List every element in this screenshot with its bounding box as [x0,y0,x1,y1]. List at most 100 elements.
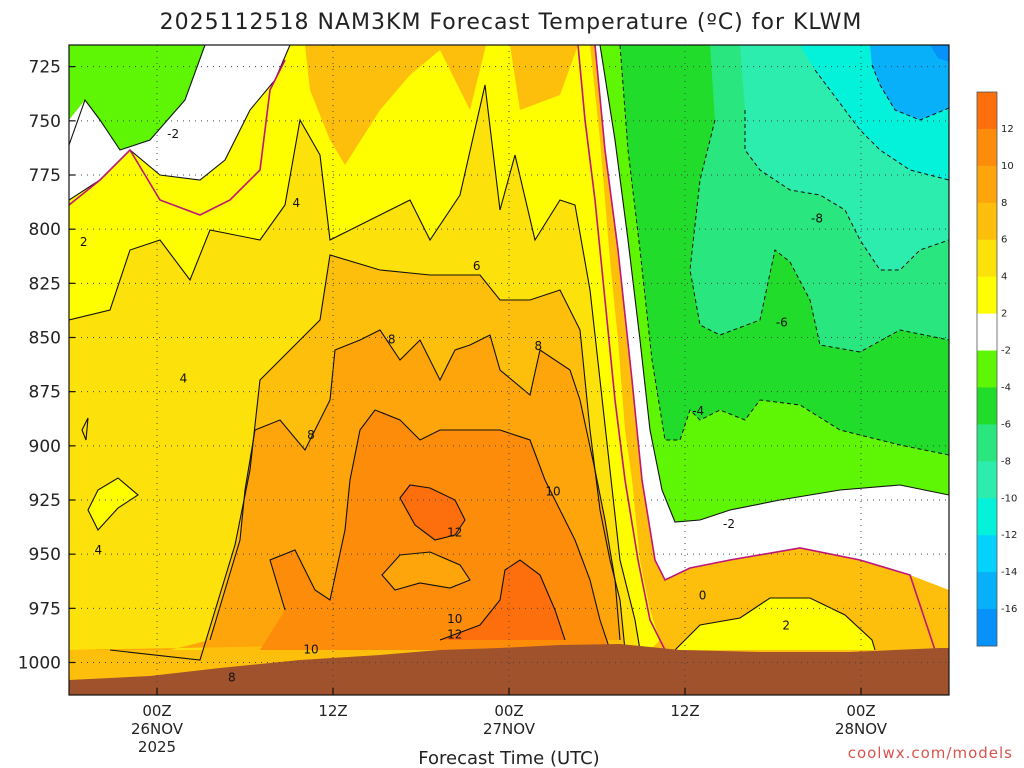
colorbar-label: -10 [1001,493,1017,504]
contour-small-loop [81,417,89,441]
contour-6 [109,254,626,661]
colorbar-label: -12 [1001,530,1017,541]
colorbar-swatch [977,128,997,167]
y-axis: 725 750 775 800 825 850 875 900 925 950 975 1000 [18,58,75,674]
contour-label: -2 [723,517,735,531]
contour-label: -4 [692,404,704,418]
y-tick-label: 825 [29,274,61,294]
contour-minus14 [871,64,949,121]
contour-minus2-left [69,45,206,151]
colorbar-label: -14 [1001,567,1017,578]
colorbar-swatch [977,424,997,462]
grid [69,45,949,695]
contour-label: 0 [699,588,707,602]
freezing-lines [69,45,936,651]
colorbar-swatch [977,313,997,352]
contour-minus10 [814,69,949,181]
contour-4-pocket [87,477,139,531]
y-tick-label: 775 [29,166,61,186]
colorbar-swatch [977,276,997,315]
colorbar-label: -2 [1001,346,1011,357]
y-tick-label: 975 [29,599,61,619]
contour-2-lower-right [674,597,876,651]
contour-0-upper [577,45,666,651]
x-axis-label: Forecast Time (UTC) [418,748,599,768]
colorbar-label: 2 [1001,309,1007,320]
contour-0-left [69,59,286,216]
contour-label: 4 [95,543,103,557]
contour-label: 8 [388,333,396,347]
contour-label: 8 [307,428,315,442]
field-band-10-pocket [382,552,470,590]
x-tick-label: 12Z [670,702,699,720]
contour-label: 10 [447,612,462,626]
field-band-minus2-2-left [69,45,290,200]
contour-label: 10 [545,484,560,498]
colorbar-label: 4 [1001,272,1007,283]
colorbar-swatch [977,92,997,130]
field-band-2-4-lower-right [675,598,875,650]
field-band-minus18-minus16 [930,45,949,62]
contour-minus6 [689,119,949,353]
colorbar-swatch [977,202,997,241]
colorbar-swatch [977,350,997,388]
x-tick-label: 26NOV [131,720,184,738]
watermark: coolwx.com/models [848,744,1013,762]
colorbar: 12 10 8 6 4 2 -2 -4 -6 -8 -10 -12 -14 -16 [976,91,1017,647]
field-band-12-14-lower [440,560,565,640]
colorbar-swatch [977,535,997,573]
y-tick-label: 925 [29,491,61,511]
temperature-field [69,45,949,695]
colorbar-label: -16 [1001,604,1017,615]
contour-label: 12 [447,526,462,540]
contour-label: -2 [167,127,179,141]
contour-label: 12 [447,627,462,641]
x-tick-label: 12Z [318,702,347,720]
contour-lines [69,45,949,661]
y-tick-label: 725 [29,58,61,78]
contour-label: -8 [811,211,823,225]
dashed-contours [619,45,949,456]
contour-0-lower [594,45,936,651]
colorbar-label: 12 [1001,124,1014,135]
contour-label: 4 [293,196,301,210]
contour-10 [269,409,611,651]
x-tick-label: 27NOV [483,720,536,738]
colorbar-label: -8 [1001,456,1011,467]
field-band-4-pocket [88,478,138,530]
colorbar-swatch [977,387,997,425]
contour-minus8 [744,110,949,271]
colorbar-swatch [977,498,997,536]
y-tick-label: 850 [29,329,61,349]
contour-label: 8 [228,671,236,685]
x-tick-label: 00Z [846,702,875,720]
contour-10-pocket [381,551,471,591]
colorbar-swatch [977,165,997,204]
y-tick-label: 800 [29,220,61,240]
contour-label: 8 [535,339,543,353]
y-tick-label: 875 [29,383,61,403]
contour-minus2 [599,45,949,523]
colorbar-swatch [977,609,997,647]
y-tick-label: 950 [29,545,61,565]
colorbar-swatch [977,239,997,278]
contour-8 [209,329,621,641]
field-band-12-14-upper [400,485,465,540]
y-tick-label: 1000 [18,654,61,674]
contour-label: 4 [180,372,188,386]
colorbar-label: 8 [1001,198,1007,209]
x-tick-label: 00Z [142,702,171,720]
contour-label: -6 [776,315,788,329]
colorbar-swatch [977,461,997,499]
field-band-minus16-minus14 [870,45,949,120]
colorbar-label: 6 [1001,235,1007,246]
colorbar-label: -6 [1001,419,1011,430]
contour-12-lower [439,559,566,641]
contour-12-upper [399,484,466,541]
contour-label: 10 [303,643,318,657]
x-tick-label: 00Z [494,702,523,720]
x-tick-label: 28NOV [835,720,888,738]
